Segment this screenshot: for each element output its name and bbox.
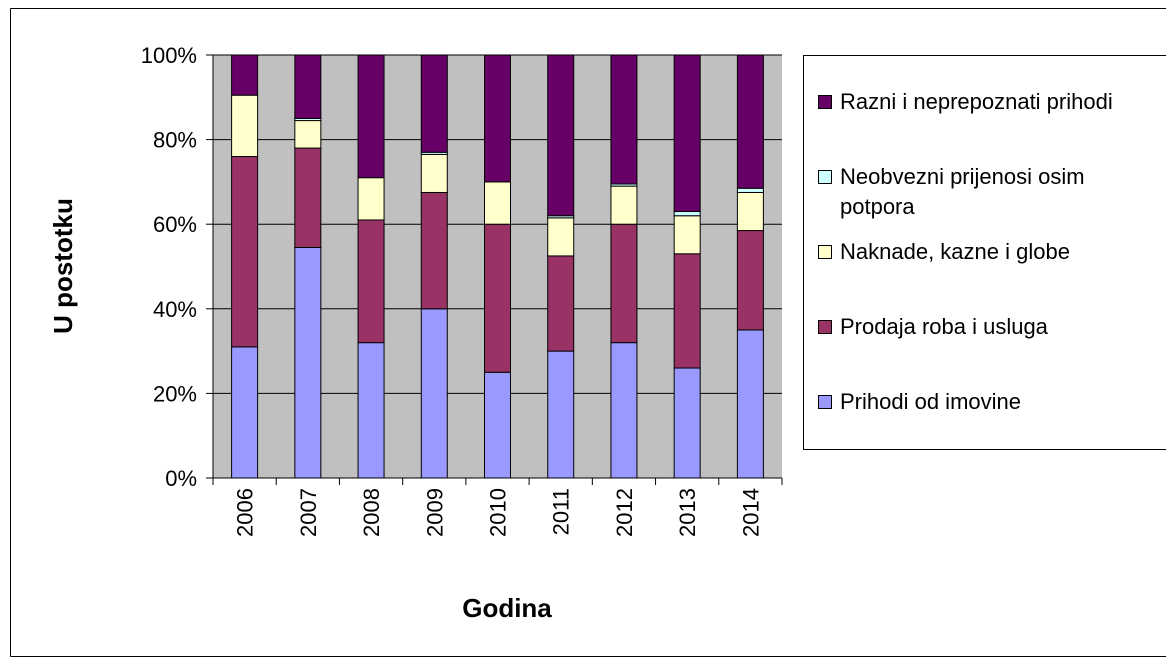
bar-segment	[673, 253, 701, 369]
bar-segment	[484, 54, 511, 183]
bar-segment	[736, 187, 764, 193]
bar-segment	[294, 147, 322, 248]
legend-swatch	[818, 245, 832, 259]
bar-segment	[484, 371, 511, 479]
bar-segment	[357, 54, 385, 179]
bar-segment	[231, 54, 259, 96]
bar-segment	[736, 191, 764, 232]
bar-segment	[484, 181, 511, 225]
bar-segment	[547, 217, 575, 257]
legend-swatch	[818, 170, 832, 184]
y-tick-label: 80%	[153, 128, 197, 153]
bar-segment	[673, 215, 701, 255]
legend-label: Neobvezni prijenosi osim potpora	[840, 164, 1085, 219]
bar-segment	[231, 156, 259, 348]
bar-segment	[294, 246, 322, 479]
bar-segment	[547, 350, 575, 479]
x-tick-label: 2011	[549, 488, 574, 535]
bar-segment	[294, 120, 322, 149]
y-tick-label: 40%	[153, 297, 197, 322]
bar-segment	[736, 54, 764, 189]
legend-label: Prihodi od imovine	[840, 389, 1021, 414]
legend-swatch	[818, 395, 832, 409]
x-tick-label: 2007	[296, 488, 321, 537]
bar-segment	[357, 219, 385, 344]
bar-segment	[736, 230, 764, 331]
bar-segment	[484, 223, 511, 373]
bar-segment	[736, 329, 764, 479]
bar-segment	[610, 185, 638, 225]
x-tick-label: 2009	[422, 488, 447, 537]
bar-segment	[420, 153, 448, 193]
bar-segment	[420, 54, 448, 153]
bar-segment	[420, 191, 448, 310]
bar-segment	[673, 54, 701, 213]
x-axis-title: Godina	[462, 593, 552, 623]
x-tick-label: 2012	[612, 488, 637, 537]
y-tick-label: 0%	[165, 466, 197, 491]
legend-label: Prodaja roba i usluga	[840, 314, 1048, 339]
y-axis-title: U postotku	[48, 198, 78, 334]
bar-segment	[294, 54, 322, 119]
y-tick-label: 100%	[141, 43, 197, 68]
bar-segment	[357, 342, 385, 479]
bar-segment	[610, 54, 638, 185]
bar-segment	[357, 177, 385, 221]
legend-swatch	[818, 320, 832, 334]
x-tick-label: 2014	[738, 488, 763, 537]
x-tick-label: 2013	[675, 488, 700, 537]
bar-segment	[547, 255, 575, 352]
legend: Razni i neprepoznati prihodi Neobvezni pr…	[803, 55, 1166, 450]
bar-segment	[673, 367, 701, 479]
y-tick-label: 60%	[153, 212, 197, 237]
bar-segment	[547, 54, 575, 217]
legend-label: Razni i neprepoznati prihodi	[840, 89, 1113, 114]
bar-segment	[231, 346, 259, 479]
x-tick-label: 2010	[486, 488, 511, 537]
x-tick-label: 2006	[233, 488, 258, 537]
legend-swatch	[818, 95, 832, 109]
bar-segment	[673, 211, 701, 217]
legend-label: Naknade, kazne i globe	[840, 239, 1070, 264]
bar-segment	[231, 94, 259, 158]
bar-segment	[610, 223, 638, 344]
bar-segment	[420, 308, 448, 479]
y-tick-label: 20%	[153, 381, 197, 406]
bar-segment	[610, 342, 638, 479]
x-tick-label: 2008	[359, 488, 384, 537]
